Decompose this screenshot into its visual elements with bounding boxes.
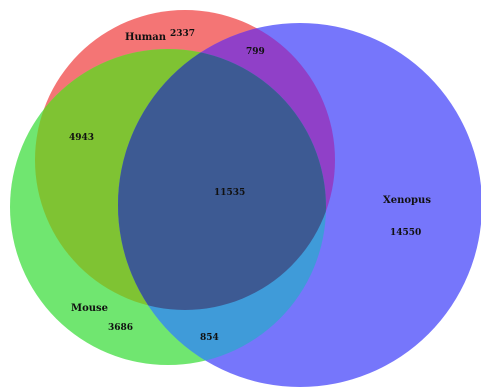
xenopus-only-count: 14550	[390, 228, 421, 238]
all-three-count: 11535	[214, 188, 245, 198]
human-xenopus-count: 799	[246, 47, 265, 57]
mouse-xenopus-count: 854	[200, 333, 219, 343]
xenopus-label: Xenopus	[383, 195, 431, 206]
human-label: Human	[125, 32, 167, 43]
all-three-overlap	[118, 49, 326, 310]
human-mouse-count: 4943	[69, 133, 94, 143]
mouse-only-count: 3686	[108, 323, 133, 333]
human-only-count: 2337	[170, 29, 195, 39]
mouse-label: Mouse	[71, 303, 108, 314]
